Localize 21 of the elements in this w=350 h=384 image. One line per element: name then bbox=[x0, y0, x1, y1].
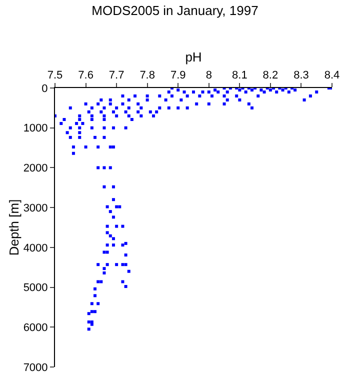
x-tick-label: 7.6 bbox=[78, 70, 94, 82]
y-tick-label: 3000 bbox=[23, 202, 48, 214]
y-tick-label: 6000 bbox=[23, 322, 48, 334]
y-tick-label: 1000 bbox=[23, 122, 48, 135]
y-tick-label: 0 bbox=[42, 82, 48, 95]
x-tick-label: 7.9 bbox=[170, 70, 186, 82]
y-tick-label: 7000 bbox=[23, 362, 48, 374]
x-tick-label: 7.5 bbox=[47, 70, 63, 82]
x-tick-label: 8.2 bbox=[262, 70, 278, 82]
x-tick-label: 7.7 bbox=[108, 70, 124, 82]
x-tick-label: 8 bbox=[206, 70, 212, 82]
chart-title: MODS2005 in January, 1997 bbox=[92, 2, 258, 18]
x-tick-label: 8.3 bbox=[294, 70, 309, 82]
x-tick-label: 7.8 bbox=[140, 70, 155, 82]
x-axis-title: pH bbox=[185, 50, 202, 65]
y-axis-title: Depth [m] bbox=[6, 199, 22, 256]
x-tick-label: 8.4 bbox=[324, 70, 340, 82]
y-tick-label: 4000 bbox=[23, 242, 48, 254]
y-tick-label: 5000 bbox=[23, 282, 48, 294]
x-tick-label: 8.1 bbox=[232, 70, 248, 82]
y-tick-label: 2000 bbox=[23, 162, 48, 175]
